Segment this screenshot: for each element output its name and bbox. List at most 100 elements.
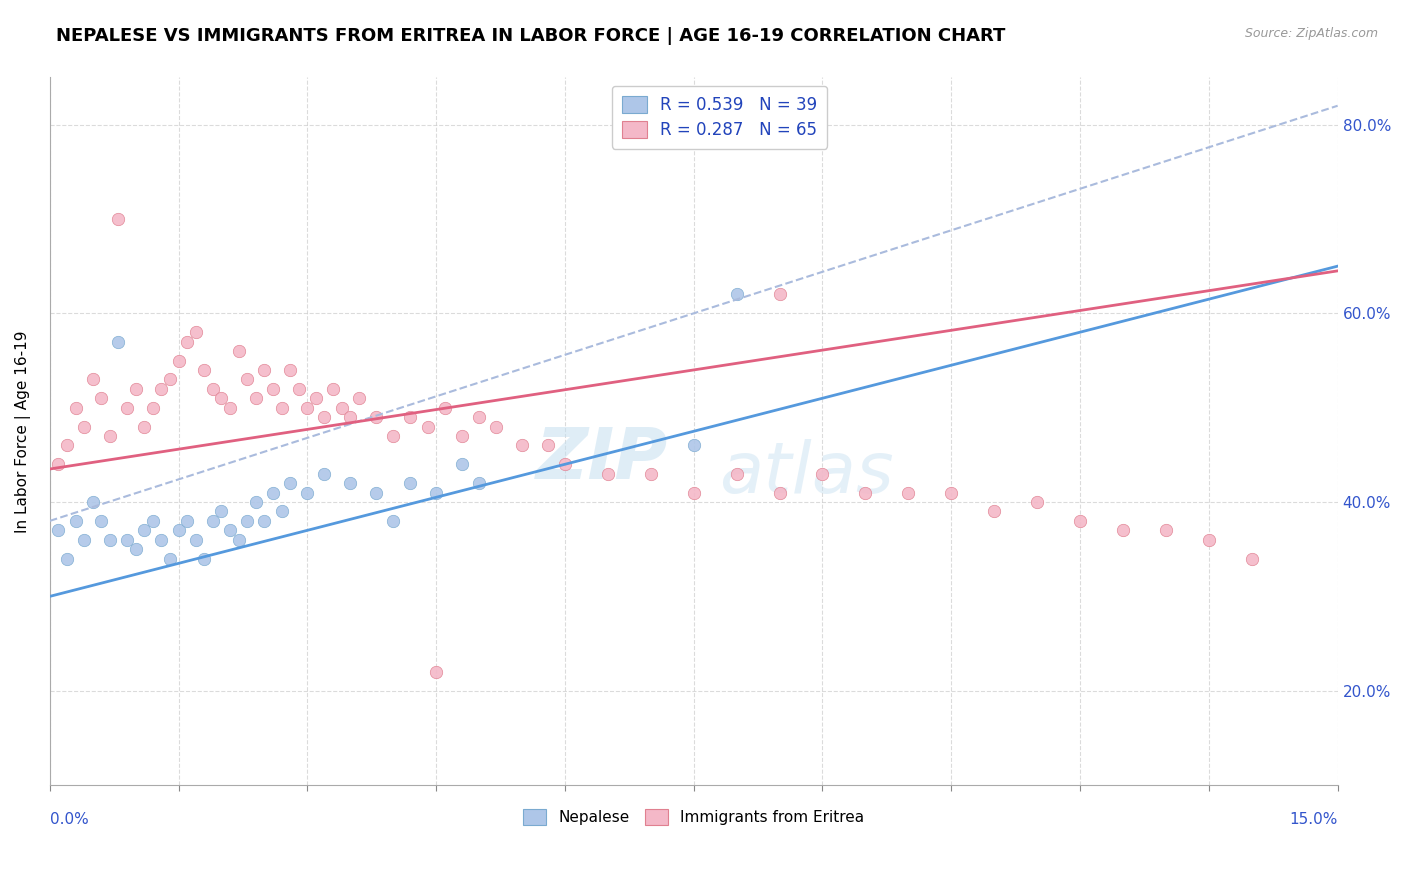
- Text: NEPALESE VS IMMIGRANTS FROM ERITREA IN LABOR FORCE | AGE 16-19 CORRELATION CHART: NEPALESE VS IMMIGRANTS FROM ERITREA IN L…: [56, 27, 1005, 45]
- Point: [253, 363, 276, 377]
- Point: [270, 401, 292, 415]
- Point: [167, 353, 190, 368]
- Point: [142, 514, 165, 528]
- Point: [382, 514, 405, 528]
- Point: [142, 401, 165, 415]
- Point: [56, 551, 79, 566]
- Point: [425, 485, 447, 500]
- Point: [382, 429, 405, 443]
- Point: [159, 551, 181, 566]
- Point: [73, 533, 96, 547]
- Point: [537, 438, 560, 452]
- Point: [1069, 514, 1091, 528]
- Point: [184, 325, 207, 339]
- Point: [510, 438, 533, 452]
- Point: [228, 344, 250, 359]
- Point: [115, 401, 138, 415]
- Point: [253, 514, 276, 528]
- Y-axis label: In Labor Force | Age 16-19: In Labor Force | Age 16-19: [15, 330, 31, 533]
- Point: [554, 458, 576, 472]
- Text: ZIP: ZIP: [536, 425, 668, 494]
- Point: [855, 485, 877, 500]
- Point: [46, 458, 69, 472]
- Point: [468, 476, 491, 491]
- Point: [425, 665, 447, 679]
- Point: [211, 504, 233, 518]
- Point: [297, 401, 319, 415]
- Point: [115, 533, 138, 547]
- Point: [201, 382, 224, 396]
- Point: [124, 542, 146, 557]
- Point: [1112, 524, 1135, 538]
- Point: [297, 485, 319, 500]
- Text: 0.0%: 0.0%: [49, 812, 89, 827]
- Point: [314, 467, 336, 481]
- Point: [897, 485, 920, 500]
- Point: [682, 485, 704, 500]
- Point: [82, 372, 104, 386]
- Point: [768, 287, 790, 301]
- Point: [150, 533, 173, 547]
- Point: [98, 429, 121, 443]
- Point: [107, 211, 129, 226]
- Point: [90, 391, 112, 405]
- Point: [725, 287, 748, 301]
- Point: [150, 382, 173, 396]
- Point: [262, 485, 284, 500]
- Point: [640, 467, 662, 481]
- Point: [278, 363, 301, 377]
- Point: [159, 372, 181, 386]
- Point: [107, 334, 129, 349]
- Point: [176, 514, 198, 528]
- Point: [322, 382, 344, 396]
- Point: [219, 524, 242, 538]
- Point: [211, 391, 233, 405]
- Point: [596, 467, 619, 481]
- Point: [65, 514, 87, 528]
- Point: [228, 533, 250, 547]
- Point: [485, 419, 508, 434]
- Point: [433, 401, 456, 415]
- Point: [270, 504, 292, 518]
- Point: [65, 401, 87, 415]
- Point: [236, 372, 259, 386]
- Point: [399, 476, 422, 491]
- Legend: Nepalese, Immigrants from Eritrea: Nepalese, Immigrants from Eritrea: [515, 800, 873, 834]
- Point: [451, 458, 474, 472]
- Point: [1198, 533, 1220, 547]
- Point: [56, 438, 79, 452]
- Point: [90, 514, 112, 528]
- Point: [339, 476, 361, 491]
- Point: [245, 495, 267, 509]
- Point: [46, 524, 69, 538]
- Text: 15.0%: 15.0%: [1289, 812, 1337, 827]
- Point: [364, 485, 387, 500]
- Point: [682, 438, 704, 452]
- Point: [219, 401, 242, 415]
- Point: [184, 533, 207, 547]
- Point: [287, 382, 309, 396]
- Point: [399, 410, 422, 425]
- Point: [262, 382, 284, 396]
- Point: [347, 391, 370, 405]
- Point: [1026, 495, 1049, 509]
- Point: [124, 382, 146, 396]
- Point: [451, 429, 474, 443]
- Point: [305, 391, 328, 405]
- Point: [364, 410, 387, 425]
- Point: [245, 391, 267, 405]
- Point: [416, 419, 439, 434]
- Point: [193, 363, 215, 377]
- Point: [176, 334, 198, 349]
- Text: atlas: atlas: [720, 439, 894, 508]
- Point: [82, 495, 104, 509]
- Point: [1154, 524, 1177, 538]
- Point: [1240, 551, 1263, 566]
- Point: [278, 476, 301, 491]
- Point: [768, 485, 790, 500]
- Point: [339, 410, 361, 425]
- Text: Source: ZipAtlas.com: Source: ZipAtlas.com: [1244, 27, 1378, 40]
- Point: [98, 533, 121, 547]
- Point: [134, 419, 156, 434]
- Point: [201, 514, 224, 528]
